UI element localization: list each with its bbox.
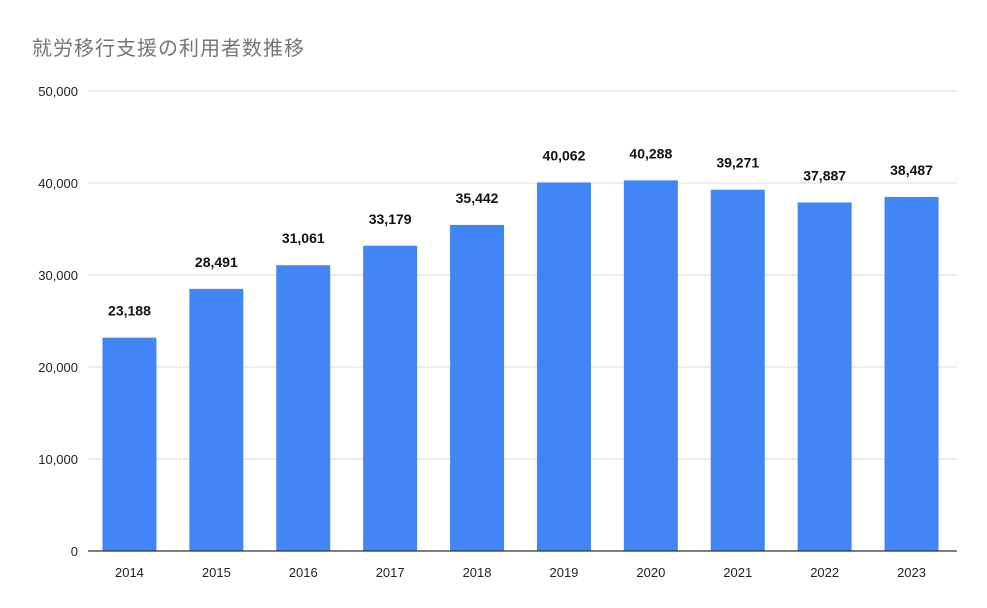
data-label: 40,062	[543, 147, 586, 163]
x-tick-label: 2014	[115, 565, 144, 580]
data-label: 40,288	[629, 145, 672, 161]
bar	[189, 288, 244, 551]
x-tick-label: 2016	[289, 565, 318, 580]
bar	[102, 337, 157, 551]
data-labels: 23,188 28,491 31,061 33,179 35,442 40,062 40,2…	[108, 145, 933, 318]
data-label: 28,491	[195, 254, 238, 270]
x-tick-label: 2018	[463, 565, 492, 580]
x-tick-label: 2019	[549, 565, 578, 580]
data-label: 33,179	[369, 211, 412, 227]
bar	[884, 196, 939, 551]
data-label: 39,271	[716, 155, 759, 171]
x-tick-label: 2022	[810, 565, 839, 580]
x-tick-label: 2023	[897, 565, 926, 580]
y-tick-label: 30,000	[38, 268, 78, 283]
y-tick-label: 20,000	[38, 360, 78, 375]
data-label: 23,188	[108, 303, 151, 319]
bar	[623, 180, 678, 551]
y-tick-label: 50,000	[38, 84, 78, 99]
bar	[363, 245, 418, 551]
y-tick-label: 10,000	[38, 452, 78, 467]
bars	[102, 180, 939, 552]
chart-title: 就労移行支援の利用者数推移	[32, 36, 305, 60]
bar	[276, 265, 331, 551]
data-label: 37,887	[803, 167, 846, 183]
axes: 0 10,000 20,000 30,000 40,000 50,000 2014 2015 2…	[38, 84, 957, 580]
y-tick-label: 0	[71, 544, 78, 559]
data-label: 38,487	[890, 162, 933, 178]
bar	[797, 202, 852, 551]
y-tick-label: 40,000	[38, 176, 78, 191]
bar	[450, 224, 505, 551]
data-label: 35,442	[456, 190, 499, 206]
x-tick-label: 2020	[636, 565, 665, 580]
x-tick-label: 2015	[202, 565, 231, 580]
bar	[536, 182, 591, 551]
bar	[710, 189, 765, 552]
x-tick-label: 2021	[723, 565, 752, 580]
data-label: 31,061	[282, 230, 325, 246]
x-tick-label: 2017	[376, 565, 405, 580]
